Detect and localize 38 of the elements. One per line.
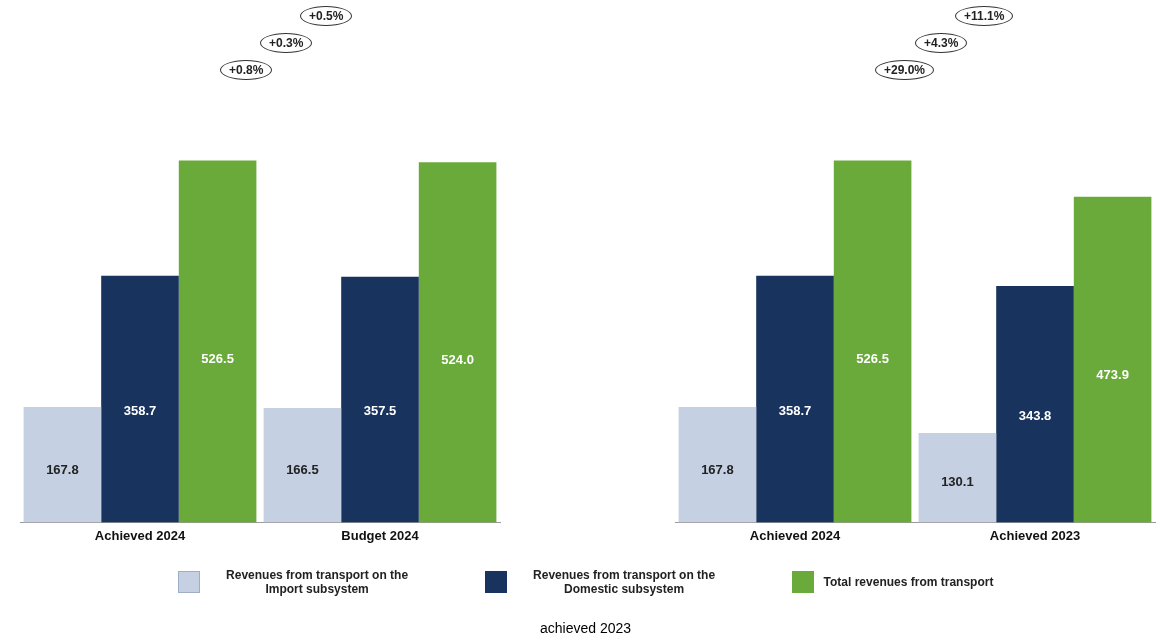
data-label: 343.8 — [1018, 407, 1052, 423]
data-label: 357.5 — [363, 403, 397, 419]
data-label: 358.7 — [123, 403, 157, 419]
bar — [678, 407, 757, 523]
bar — [833, 160, 912, 523]
data-label: 526.5 — [201, 351, 234, 367]
data-label: 130.1 — [941, 473, 974, 489]
data-label: 524.0 — [441, 351, 474, 367]
data-label: 167.8 — [701, 462, 734, 478]
text: +29.0% — [875, 60, 935, 80]
data-label: 526.5 — [856, 351, 889, 367]
x-tick-label: Achieved 2024 — [749, 527, 841, 543]
data-label: 358.7 — [778, 403, 812, 419]
text: +4.3% — [915, 33, 968, 53]
bar — [178, 160, 257, 523]
bar — [418, 162, 497, 523]
bar — [23, 407, 102, 523]
bar — [1073, 196, 1152, 523]
bar — [263, 407, 342, 523]
x-tick-label: Achieved 2023 — [989, 527, 1081, 543]
bar — [341, 276, 419, 523]
text: +0.8% — [220, 60, 273, 80]
bar — [101, 275, 179, 523]
data-label: 473.9 — [1096, 367, 1129, 383]
legend-label: Total revenues from transport — [823, 575, 994, 589]
text: +0.3% — [260, 33, 313, 53]
text: achieved 2023 — [538, 620, 633, 636]
data-label: 166.5 — [286, 462, 319, 478]
bar — [918, 432, 997, 523]
legend-label: Revenues from transport on the Domestic subsystem — [532, 568, 717, 596]
legend-label: Revenues from transport on the Import subsystem — [225, 568, 410, 596]
text: +11.1% — [955, 6, 1014, 26]
bar — [996, 286, 1074, 523]
text: +0.5% — [300, 6, 353, 26]
data-label: 167.8 — [46, 462, 79, 478]
bar — [756, 275, 834, 523]
x-tick-label: Achieved 2024 — [94, 527, 186, 543]
x-tick-label: Budget 2024 — [341, 527, 420, 543]
